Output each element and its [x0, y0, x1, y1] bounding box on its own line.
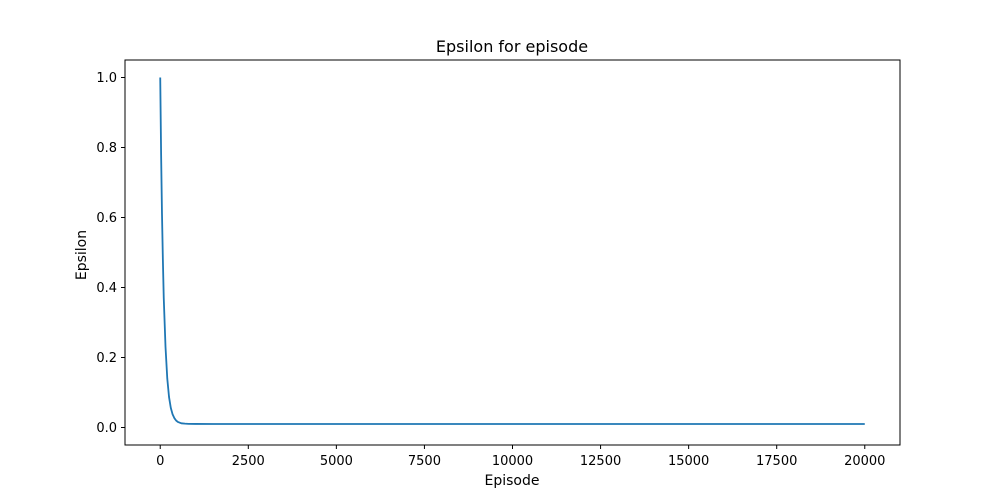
x-tick-label: 10000	[492, 454, 533, 469]
x-tick-label: 0	[156, 454, 164, 469]
x-tick-label: 15000	[668, 454, 709, 469]
y-axis-label: Epsilon	[74, 230, 90, 280]
y-tick-label: 1.0	[96, 71, 117, 86]
plot-area	[124, 59, 901, 446]
x-tick-label: 7500	[408, 454, 441, 469]
x-tick-label: 12500	[580, 454, 621, 469]
x-tick-label: 20000	[844, 454, 885, 469]
series-line-0	[159, 77, 865, 425]
x-tick-label: 2500	[232, 454, 265, 469]
x-axis-ticks: 0 2500 5000 7500 10000 12500 15000 17500 20000	[156, 445, 885, 469]
chart-title: Epsilon for episode	[436, 37, 588, 56]
plot-frame	[124, 59, 901, 446]
y-axis-ticks: 0.0 0.2 0.4 0.6 0.8 1.0	[96, 71, 125, 436]
y-tick-label: 0.4	[96, 281, 117, 296]
y-tick-label: 0.0	[96, 421, 117, 436]
x-axis-label: Episode	[485, 473, 540, 489]
y-tick-label: 0.2	[96, 351, 117, 366]
y-tick-label: 0.6	[96, 211, 117, 226]
y-tick-label: 0.8	[96, 141, 117, 156]
x-tick-label: 5000	[320, 454, 353, 469]
x-tick-label: 17500	[756, 454, 797, 469]
